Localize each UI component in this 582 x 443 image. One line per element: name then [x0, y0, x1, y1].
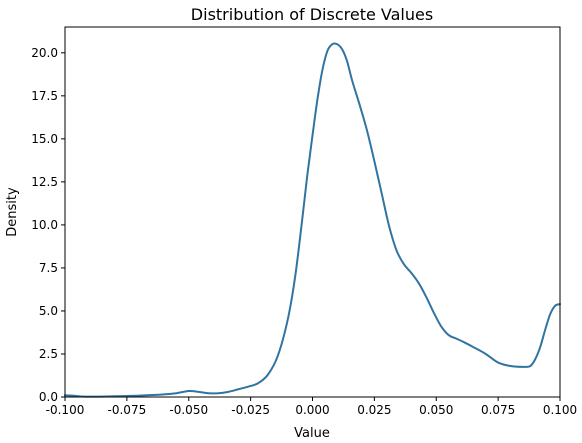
plot-area	[65, 27, 560, 397]
y-tick-label: 17.5	[31, 89, 58, 103]
x-tick-label: 0.000	[295, 403, 329, 417]
y-tick-label: 20.0	[31, 46, 58, 60]
y-tick-label: 0.0	[39, 390, 58, 404]
plot-frame	[65, 27, 560, 397]
y-tick-label: 2.5	[39, 347, 58, 361]
chart-title: Distribution of Discrete Values	[191, 5, 433, 24]
y-tick-label: 5.0	[39, 304, 58, 318]
y-tick-label: 12.5	[31, 175, 58, 189]
x-tick-label: 0.025	[357, 403, 391, 417]
y-tick-label: 7.5	[39, 261, 58, 275]
x-axis-label: Value	[294, 426, 330, 441]
x-axis: -0.100 -0.075 -0.050 -0.025 0.000 0.025 0.050 0…	[46, 397, 578, 417]
density-line	[65, 43, 560, 396]
y-tick-label: 10.0	[31, 218, 58, 232]
y-tick-label: 15.0	[31, 132, 58, 146]
x-tick-label: 0.050	[419, 403, 453, 417]
x-tick-label: -0.075	[108, 403, 147, 417]
x-tick-label: 0.100	[543, 403, 577, 417]
x-tick-label: 0.075	[481, 403, 515, 417]
y-axis-label: Density	[5, 187, 20, 237]
x-tick-label: -0.025	[231, 403, 270, 417]
x-tick-label: -0.050	[169, 403, 208, 417]
y-axis: 0.0 2.5 5.0 7.5 10.0 12.5 15.0 17.5 20.0	[31, 46, 65, 404]
x-tick-label: -0.100	[46, 403, 85, 417]
